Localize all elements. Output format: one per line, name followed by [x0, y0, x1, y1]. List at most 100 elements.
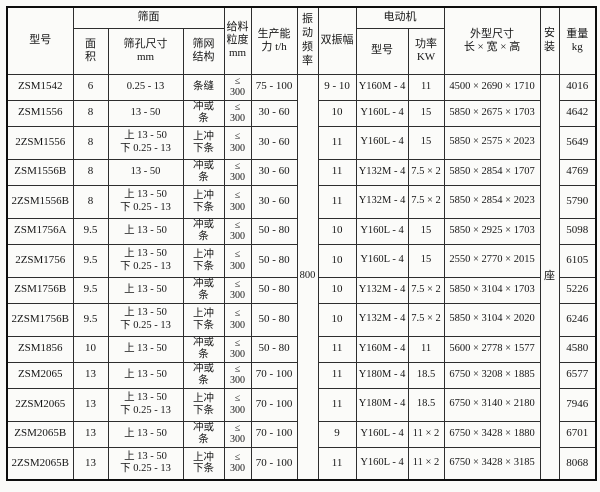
cell-dimensions: 5600 × 2778 × 1577	[443, 335, 541, 363]
cell-weight: 6577	[558, 361, 597, 389]
cell-hole-size: 上 13 - 50 下 0.25 - 13	[107, 302, 184, 337]
table-body: ZSM1542 6 0.25 - 13 条缝 ≤300 75 - 100 800 9 - 10…	[6, 73, 597, 481]
cell-model: 2ZSM1556	[6, 125, 74, 160]
cell-motor-power: 18.5	[407, 387, 445, 422]
header-area: 面 积	[72, 27, 109, 75]
cell-hole-size-line: 上 13 - 50	[124, 450, 167, 462]
cell-hole-size-line: 上 13 - 50	[124, 188, 167, 200]
header-mesh-line1: 筛网	[192, 37, 215, 50]
cell-hole-size-line: 下 0.25 - 13	[120, 260, 171, 272]
cell-hole-size: 上 13 - 50 下 0.25 - 13	[107, 125, 184, 160]
cell-feed-size: ≤300	[223, 158, 252, 186]
cell-hole-size-line: 上 13 - 50	[124, 391, 167, 403]
cell-feed-size-line: 300	[230, 142, 246, 154]
header-feed-line2: 粒度	[226, 34, 249, 47]
header-motor-group: 电动机	[355, 6, 445, 29]
header-capacity-line2: 力 t/h	[261, 40, 287, 53]
header-double-amplitude: 双振幅	[317, 6, 357, 75]
cell-weight: 8068	[558, 446, 597, 481]
cell-dimensions: 6750 × 3428 × 3185	[443, 446, 541, 481]
cell-feed-size: ≤300	[223, 335, 252, 363]
cell-feed-size-line: ≤	[234, 219, 241, 231]
cell-area: 13	[72, 387, 109, 422]
cell-weight: 5226	[558, 276, 597, 304]
header-dimensions: 外型尺寸 长 × 宽 × 高	[443, 6, 541, 75]
table-row: 2ZSM1756B 9.5 上 13 - 50 下 0.25 - 13 上冲 下条 ≤300…	[6, 302, 597, 337]
cell-motor-power: 11 × 2	[407, 420, 445, 448]
cell-feed-size: ≤300	[223, 243, 252, 278]
cell-feed-size-line: 300	[230, 172, 246, 183]
cell-mesh-structure: 条缝	[182, 73, 225, 101]
table-row: ZSM2065 13 上 13 - 50 冲或条 ≤300 70 - 100 11 Y180M…	[6, 361, 597, 389]
cell-dimensions: 5850 × 2925 × 1703	[443, 217, 541, 245]
cell-feed-size-line: ≤	[234, 131, 241, 142]
cell-weight: 5790	[558, 184, 597, 219]
cell-mesh-structure: 上冲 下条	[182, 125, 225, 160]
cell-feed-size-line: 300	[230, 319, 246, 331]
header-group-row: 型号 筛面 给料 粒度 mm 生产能 力 t/h 振动频率 双振幅 电动机 外型…	[6, 6, 597, 75]
cell-vibration-frequency: 800	[296, 73, 319, 481]
cell-mesh-structure-line: 条	[198, 172, 209, 183]
cell-mesh-structure: 冲或条	[182, 99, 225, 127]
cell-feed-size-line: ≤	[234, 337, 241, 349]
cell-feed-size-line: ≤	[234, 308, 241, 319]
header-motor-model: 型号	[355, 27, 409, 75]
cell-mesh-structure-line: 下条	[193, 260, 215, 272]
cell-motor-model: Y160L - 4	[355, 125, 409, 160]
cell-feed-size-line: ≤	[234, 101, 241, 113]
cell-motor-model: Y180M - 4	[355, 387, 409, 422]
cell-motor-power: 15	[407, 217, 445, 245]
cell-dimensions: 5850 × 2854 × 1707	[443, 158, 541, 186]
cell-mesh-structure-line: 条	[198, 349, 209, 360]
cell-area: 8	[72, 158, 109, 186]
cell-dimensions: 5850 × 2575 × 2023	[443, 125, 541, 160]
cell-double-amplitude: 10	[317, 302, 357, 337]
cell-motor-model: Y160L - 4	[355, 99, 409, 127]
cell-motor-power: 7.5 × 2	[407, 302, 445, 337]
cell-double-amplitude: 11	[317, 361, 357, 389]
cell-feed-size: ≤300	[223, 387, 252, 422]
cell-mesh-structure: 冲或条	[182, 217, 225, 245]
cell-area: 9.5	[72, 276, 109, 304]
cell-area: 9.5	[72, 217, 109, 245]
table-row: 2ZSM2065 13 上 13 - 50 下 0.25 - 13 上冲 下条 ≤300 70…	[6, 387, 597, 422]
cell-mesh-structure-line: 条	[198, 375, 209, 386]
cell-feed-size-line: 300	[230, 463, 246, 475]
cell-mesh-structure: 冲或条	[182, 335, 225, 363]
header-sub-row: 面 积 筛孔尺寸 mm 筛网 结构 型号 功率 KW	[7, 27, 596, 75]
cell-capacity: 50 - 80	[250, 217, 298, 245]
cell-mesh-structure: 上冲 下条	[182, 184, 225, 219]
cell-mesh-structure: 上冲 下条	[182, 387, 225, 422]
header-dimensions-line2: 长 × 宽 × 高	[463, 40, 521, 53]
cell-hole-size-line: 下 0.25 - 13	[120, 201, 171, 213]
cell-feed-size: ≤300	[223, 361, 252, 389]
cell-mesh-structure-line: 下条	[193, 463, 215, 475]
cell-mesh-structure-line: 上冲	[193, 307, 215, 319]
header-weight: 重量 kg	[558, 6, 597, 75]
cell-dimensions: 6750 × 3208 × 1885	[443, 361, 541, 389]
cell-motor-power: 15	[407, 243, 445, 278]
cell-area: 9.5	[72, 243, 109, 278]
cell-double-amplitude: 11	[317, 184, 357, 219]
header-dimensions-line1: 外型尺寸	[470, 27, 515, 40]
cell-motor-model: Y132M - 4	[355, 184, 409, 219]
cell-feed-size: ≤300	[223, 446, 252, 481]
header-model: 型号	[6, 6, 74, 75]
header-capacity-line1: 生产能	[257, 27, 291, 40]
cell-weight: 6701	[558, 420, 597, 448]
cell-motor-power: 15	[407, 99, 445, 127]
cell-feed-size-line: 300	[230, 404, 246, 416]
header-hole-size: 筛孔尺寸 mm	[107, 27, 184, 75]
cell-model: ZSM1556B	[6, 158, 74, 186]
cell-mesh-structure: 冲或条	[182, 361, 225, 389]
cell-feed-size-line: 300	[230, 231, 246, 242]
cell-dimensions: 4500 × 2690 × 1710	[443, 73, 541, 101]
table-header: 型号 筛面 给料 粒度 mm 生产能 力 t/h 振动频率 双振幅 电动机 外型…	[6, 6, 597, 75]
cell-capacity: 70 - 100	[250, 387, 298, 422]
cell-hole-size-line: 上 13 - 50	[124, 247, 167, 259]
cell-motor-model: Y132M - 4	[355, 302, 409, 337]
cell-dimensions: 6750 × 3140 × 2180	[443, 387, 541, 422]
cell-weight: 4769	[558, 158, 597, 186]
cell-feed-size-line: 300	[230, 349, 246, 360]
